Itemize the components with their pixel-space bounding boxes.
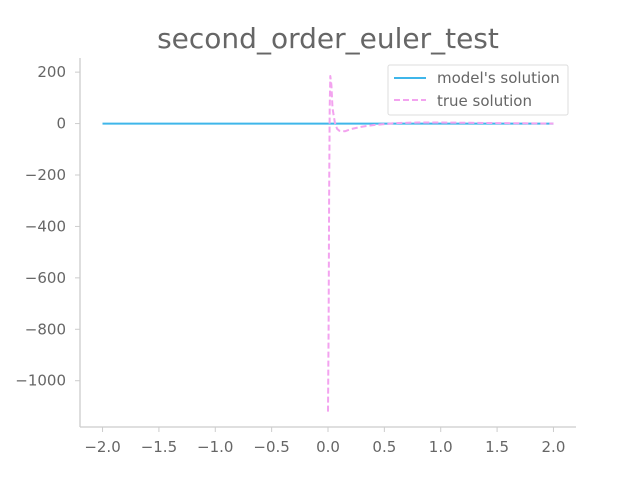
x-tick-label: 0.5 <box>372 438 396 456</box>
y-tick-label: −1000 <box>15 372 66 390</box>
legend: model's solution true solution <box>387 64 569 116</box>
x-tick-label: 1.0 <box>429 438 453 456</box>
x-tick-label: −1.5 <box>141 438 177 456</box>
y-tick-label: −800 <box>25 320 66 338</box>
y-axis-ticks: 200 0 −200 −400 −600 −800 −1000 <box>15 63 80 390</box>
x-tick-label: −0.5 <box>253 438 289 456</box>
y-tick-label: −200 <box>25 166 66 184</box>
series-line-true-solution <box>327 75 554 412</box>
y-tick-label: 200 <box>37 63 66 81</box>
x-tick-label: 2.0 <box>542 438 566 456</box>
legend-label-models-solution: model's solution <box>437 69 560 87</box>
x-axis-ticks: −2.0 −1.5 −1.0 −0.5 0.0 0.5 1.0 1.5 2.0 <box>84 427 565 456</box>
x-tick-label: 0.0 <box>316 438 340 456</box>
legend-box <box>387 64 569 116</box>
y-tick-label: −600 <box>25 269 66 287</box>
y-tick-label: 0 <box>56 115 66 133</box>
plot-lines <box>102 75 554 412</box>
y-tick-label: −400 <box>25 217 66 235</box>
x-tick-label: −2.0 <box>84 438 120 456</box>
legend-label-true-solution: true solution <box>437 92 532 110</box>
chart-title: second_order_euler_test <box>157 22 499 55</box>
x-tick-label: 1.5 <box>485 438 509 456</box>
x-tick-label: −1.0 <box>197 438 233 456</box>
